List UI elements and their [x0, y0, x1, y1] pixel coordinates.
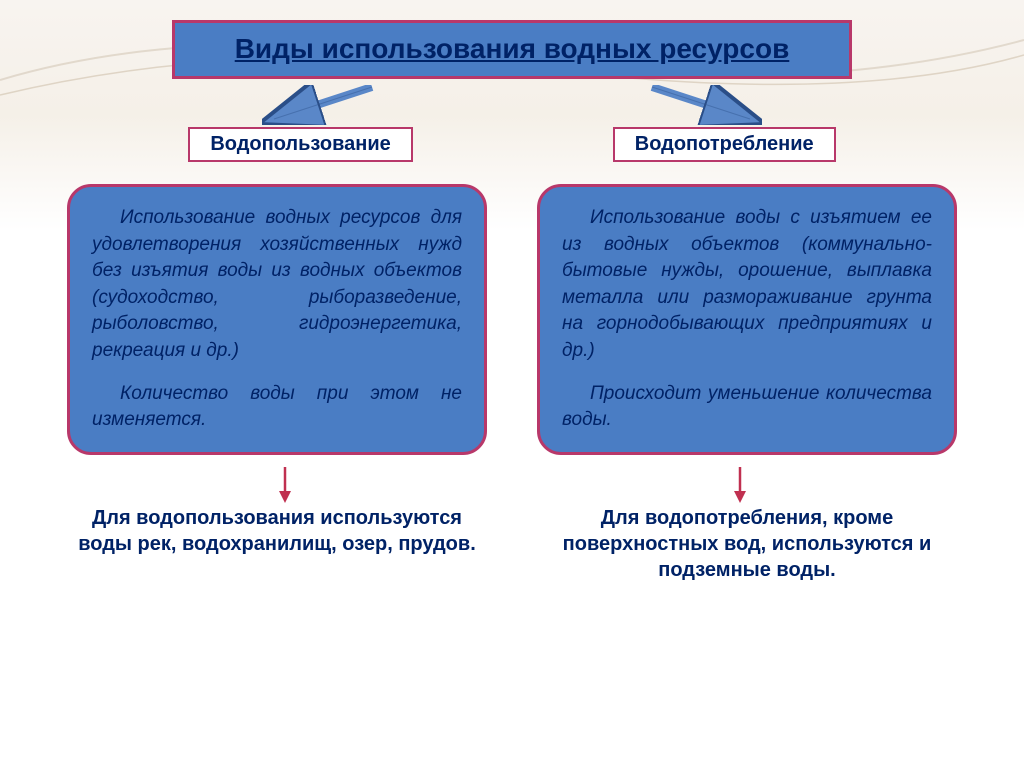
down-arrows-row [0, 465, 1024, 505]
down-arrow-right-icon [730, 465, 750, 505]
label-right: Водопотребление [635, 133, 814, 155]
card-left: Использование водных ресурсов для удовле… [67, 184, 487, 455]
labels-row: Водопользование Водопотребление [0, 127, 1024, 162]
arrow-left-icon [262, 85, 382, 125]
content-root: Виды использования водных ресурсов Водоп… [0, 0, 1024, 583]
card-left-p1: Использование водных ресурсов для удовле… [92, 205, 462, 365]
card-right-p1: Использование воды с изъятием ее из водн… [562, 205, 932, 365]
down-arrow-left-icon [275, 465, 295, 505]
arrow-right-icon [642, 85, 762, 125]
footer-left: Для водопользования используются воды ре… [77, 505, 477, 583]
card-left-p2: Количество воды при этом не изменяется. [92, 381, 462, 434]
card-right-p2: Происходит уменьшение количества воды. [562, 381, 932, 434]
cards-row: Использование водных ресурсов для удовле… [0, 184, 1024, 455]
label-box-left: Водопользование [188, 127, 412, 162]
footers-row: Для водопользования используются воды ре… [0, 505, 1024, 583]
card-right: Использование воды с изъятием ее из водн… [537, 184, 957, 455]
title-text: Виды использования водных ресурсов [195, 31, 829, 66]
label-left: Водопользование [210, 133, 390, 155]
label-box-right: Водопотребление [613, 127, 836, 162]
footer-right: Для водопотребления, кроме поверхностных… [547, 505, 947, 583]
branch-arrows [0, 85, 1024, 125]
title-box: Виды использования водных ресурсов [172, 20, 852, 79]
